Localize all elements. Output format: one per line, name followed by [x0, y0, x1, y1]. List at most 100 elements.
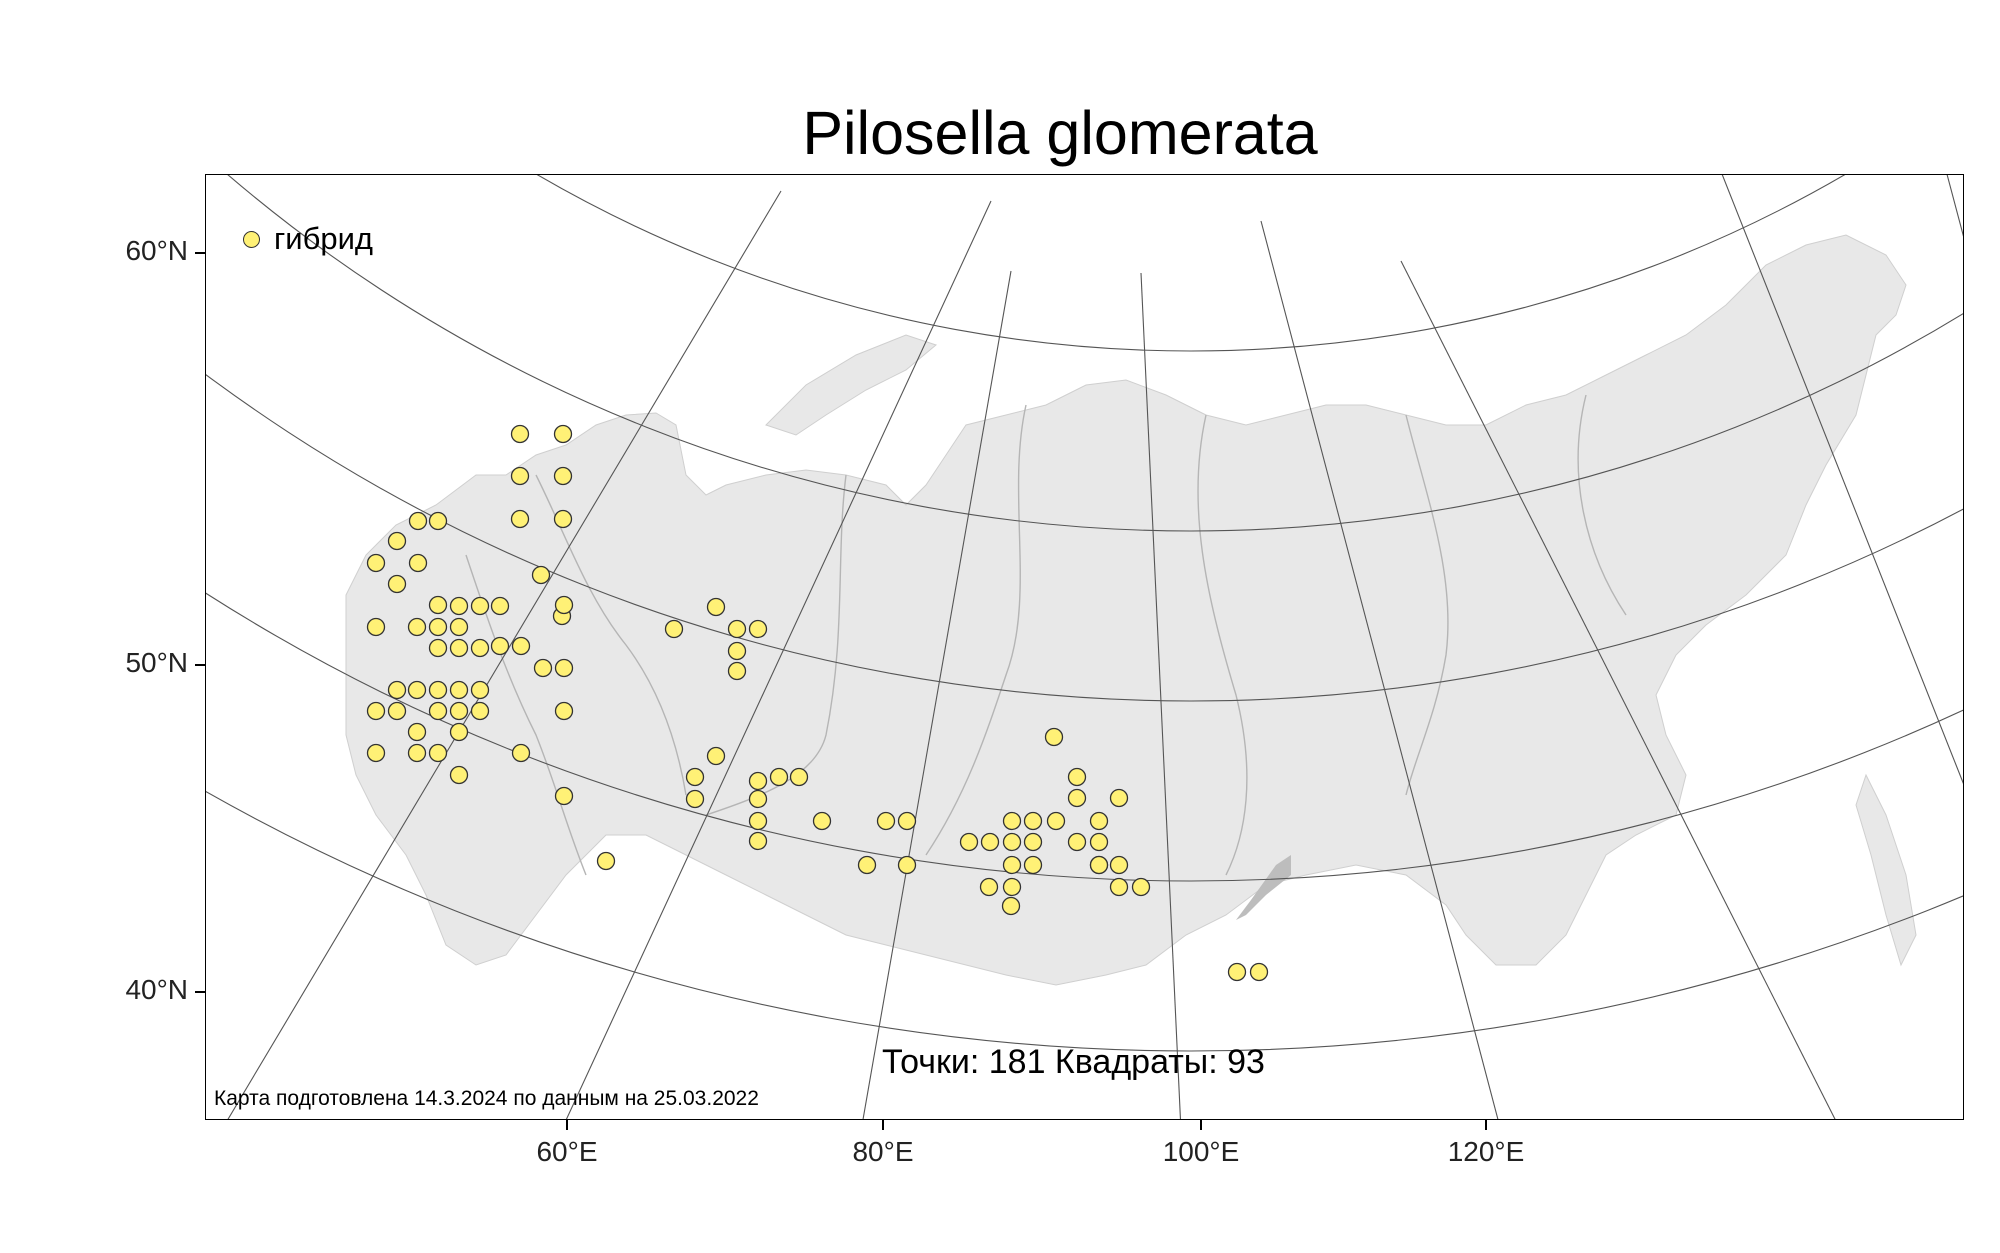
occurrence-marker[interactable]	[510, 466, 530, 486]
occurrence-marker[interactable]	[533, 658, 553, 678]
occurrence-marker[interactable]	[449, 638, 469, 658]
occurrence-marker[interactable]	[428, 617, 448, 637]
occurrence-marker[interactable]	[727, 661, 747, 681]
occurrence-marker[interactable]	[1089, 855, 1109, 875]
occurrence-marker[interactable]	[1023, 811, 1043, 831]
occurrence-marker[interactable]	[812, 811, 832, 831]
occurrence-marker[interactable]	[366, 701, 386, 721]
occurrence-marker[interactable]	[1002, 811, 1022, 831]
occurrence-marker[interactable]	[387, 680, 407, 700]
occurrence-marker[interactable]	[596, 851, 616, 871]
occurrence-marker[interactable]	[1089, 811, 1109, 831]
occurrence-marker[interactable]	[706, 746, 726, 766]
occurrence-marker[interactable]	[1109, 877, 1129, 897]
occurrence-marker[interactable]	[980, 832, 1000, 852]
occurrence-marker[interactable]	[470, 701, 490, 721]
graticule	[206, 175, 1963, 1119]
occurrence-marker[interactable]	[511, 743, 531, 763]
occurrence-marker[interactable]	[407, 617, 427, 637]
occurrence-marker[interactable]	[428, 595, 448, 615]
occurrence-marker[interactable]	[685, 789, 705, 809]
occurrence-marker[interactable]	[510, 424, 530, 444]
occurrence-marker[interactable]	[748, 811, 768, 831]
occurrence-marker[interactable]	[407, 743, 427, 763]
occurrence-marker[interactable]	[1023, 832, 1043, 852]
occurrence-marker[interactable]	[408, 511, 428, 531]
occurrence-marker[interactable]	[1001, 896, 1021, 916]
occurrence-marker[interactable]	[387, 531, 407, 551]
occurrence-marker[interactable]	[554, 658, 574, 678]
occurrence-marker[interactable]	[876, 811, 896, 831]
occurrence-marker[interactable]	[449, 617, 469, 637]
occurrence-marker[interactable]	[748, 831, 768, 851]
occurrence-marker[interactable]	[428, 701, 448, 721]
occurrence-marker[interactable]	[727, 619, 747, 639]
occurrence-marker[interactable]	[1046, 811, 1066, 831]
occurrence-marker[interactable]	[554, 595, 574, 615]
occurrence-marker[interactable]	[553, 424, 573, 444]
occurrence-marker[interactable]	[407, 722, 427, 742]
map-frame[interactable]	[205, 174, 1964, 1120]
occurrence-marker[interactable]	[366, 617, 386, 637]
occurrence-marker[interactable]	[553, 466, 573, 486]
meridian-line	[1400, 260, 1836, 1119]
occurrence-marker[interactable]	[428, 743, 448, 763]
occurrence-marker[interactable]	[769, 767, 789, 787]
occurrence-marker[interactable]	[979, 877, 999, 897]
occurrence-marker[interactable]	[531, 565, 551, 585]
occurrence-marker[interactable]	[959, 832, 979, 852]
occurrence-marker[interactable]	[1109, 855, 1129, 875]
occurrence-marker[interactable]	[748, 789, 768, 809]
occurrence-marker[interactable]	[664, 619, 684, 639]
occurrence-marker[interactable]	[449, 596, 469, 616]
occurrence-marker[interactable]	[428, 638, 448, 658]
occurrence-marker[interactable]	[1067, 788, 1087, 808]
occurrence-marker[interactable]	[1131, 877, 1151, 897]
occurrence-marker[interactable]	[366, 743, 386, 763]
occurrence-marker[interactable]	[1002, 877, 1022, 897]
occurrence-marker[interactable]	[554, 786, 574, 806]
occurrence-marker[interactable]	[1089, 832, 1109, 852]
occurrence-marker[interactable]	[1002, 832, 1022, 852]
occurrence-marker[interactable]	[1044, 727, 1064, 747]
occurrence-marker[interactable]	[428, 511, 448, 531]
occurrence-marker[interactable]	[449, 701, 469, 721]
occurrence-marker[interactable]	[857, 855, 877, 875]
island-novaya-zemlya	[765, 334, 938, 436]
occurrence-marker[interactable]	[553, 509, 573, 529]
occurrence-marker[interactable]	[706, 597, 726, 617]
occurrence-marker[interactable]	[1227, 962, 1247, 982]
occurrence-marker[interactable]	[490, 636, 510, 656]
occurrence-marker[interactable]	[387, 701, 407, 721]
occurrence-marker[interactable]	[897, 811, 917, 831]
occurrence-marker[interactable]	[1067, 832, 1087, 852]
occurrence-marker[interactable]	[449, 680, 469, 700]
occurrence-marker[interactable]	[897, 855, 917, 875]
occurrence-marker[interactable]	[748, 619, 768, 639]
land-area	[345, 234, 1907, 986]
occurrence-marker[interactable]	[449, 765, 469, 785]
occurrence-marker[interactable]	[470, 638, 490, 658]
occurrence-marker[interactable]	[449, 722, 469, 742]
occurrence-marker[interactable]	[428, 680, 448, 700]
occurrence-marker[interactable]	[408, 553, 428, 573]
occurrence-marker[interactable]	[727, 641, 747, 661]
occurrence-marker[interactable]	[490, 596, 510, 616]
occurrence-marker[interactable]	[511, 636, 531, 656]
occurrence-marker[interactable]	[1023, 855, 1043, 875]
occurrence-marker[interactable]	[789, 767, 809, 787]
occurrence-marker[interactable]	[407, 680, 427, 700]
occurrence-marker[interactable]	[387, 574, 407, 594]
occurrence-marker[interactable]	[685, 767, 705, 787]
meridian-line	[862, 270, 1012, 1119]
occurrence-marker[interactable]	[1109, 788, 1129, 808]
occurrence-marker[interactable]	[748, 771, 768, 791]
occurrence-marker[interactable]	[554, 701, 574, 721]
occurrence-marker[interactable]	[366, 553, 386, 573]
occurrence-marker[interactable]	[1249, 962, 1269, 982]
occurrence-marker[interactable]	[1002, 855, 1022, 875]
occurrence-marker[interactable]	[1067, 767, 1087, 787]
occurrence-marker[interactable]	[470, 680, 490, 700]
occurrence-marker[interactable]	[470, 596, 490, 616]
occurrence-marker[interactable]	[510, 509, 530, 529]
